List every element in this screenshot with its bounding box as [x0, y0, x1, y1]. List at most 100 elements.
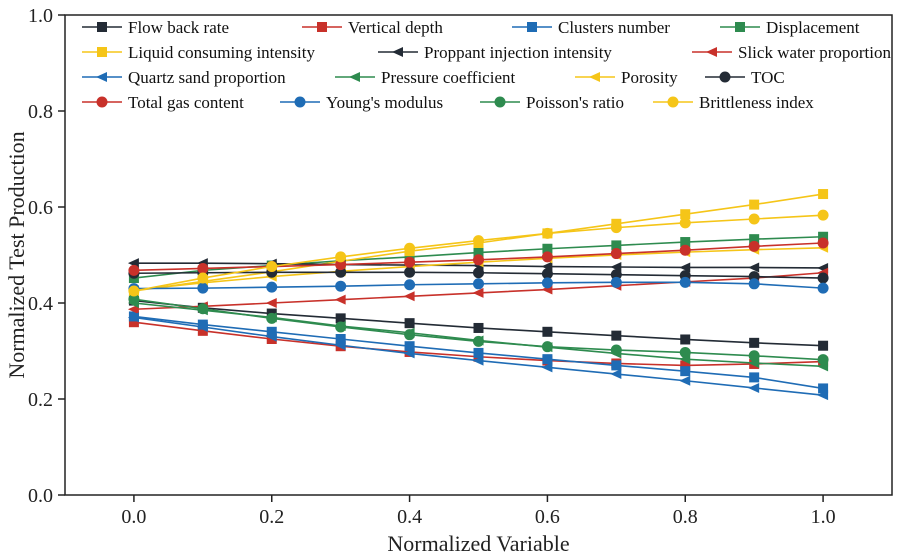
legend-label: TOC	[751, 68, 785, 87]
legend-marker	[706, 47, 717, 57]
legend-marker	[294, 96, 306, 108]
legend-item: Flow back rate	[82, 18, 229, 37]
data-point	[404, 279, 416, 291]
series-quartz-sand-proportion	[127, 312, 829, 401]
data-point	[679, 346, 691, 358]
data-point	[128, 317, 139, 328]
legend-item: Quartz sand proportion	[82, 68, 286, 87]
data-point	[817, 354, 829, 366]
legend-marker	[527, 22, 537, 32]
data-point	[473, 278, 484, 290]
data-point	[404, 341, 415, 352]
data-point	[817, 272, 829, 284]
data-point	[473, 267, 484, 279]
data-point	[818, 231, 829, 242]
data-point	[266, 261, 278, 273]
data-point	[197, 282, 209, 294]
x-tick-label: 0.0	[121, 506, 146, 528]
data-point	[610, 344, 622, 356]
data-point	[611, 240, 622, 251]
data-point	[749, 234, 760, 245]
data-point	[266, 326, 277, 337]
data-point	[817, 209, 829, 221]
data-point	[542, 326, 553, 337]
data-point	[403, 291, 415, 302]
data-point	[749, 372, 760, 383]
data-point	[404, 266, 416, 278]
y-tick-label: 0.4	[28, 293, 53, 315]
series-poisson-s-ratio	[128, 293, 829, 366]
legend-label: Poisson's ratio	[526, 93, 624, 112]
data-point	[473, 235, 484, 247]
legend-label: Vertical depth	[348, 18, 443, 37]
data-point	[335, 280, 347, 292]
data-point	[128, 285, 140, 297]
legend-marker	[96, 96, 108, 108]
legend-item: Clusters number	[512, 18, 670, 37]
legend-item: Slick water proportion	[692, 43, 891, 62]
legend-item: Total gas content	[82, 93, 244, 112]
data-point	[610, 222, 622, 234]
data-point	[818, 383, 829, 394]
y-tick-label: 0.0	[28, 485, 53, 507]
legend-label: Young's modulus	[326, 93, 443, 112]
legend: Flow back rate Vertical depth Clusters num…	[82, 18, 891, 112]
data-point	[818, 340, 829, 351]
legend-marker	[97, 22, 107, 32]
legend-label: Liquid consuming intensity	[128, 43, 315, 62]
legend-item: Proppant injection intensity	[378, 43, 612, 62]
data-point	[404, 329, 416, 341]
data-point	[472, 355, 484, 366]
data-point	[610, 276, 622, 288]
data-point	[817, 282, 829, 294]
data-point	[610, 369, 622, 380]
data-point	[403, 348, 415, 359]
y-axis-title: Normalized Test Production	[4, 131, 29, 378]
series-layer	[127, 189, 829, 401]
legend-label: Porosity	[621, 68, 678, 87]
legend-item: TOC	[705, 68, 785, 87]
data-point	[541, 227, 553, 239]
data-point	[541, 277, 553, 289]
legend-label: Brittleness index	[699, 93, 814, 112]
y-tick-label: 0.8	[28, 101, 53, 123]
data-point	[680, 366, 691, 377]
data-point	[679, 276, 691, 288]
data-point	[404, 318, 415, 329]
data-point	[473, 247, 484, 258]
legend-item: Vertical depth	[302, 18, 443, 37]
series-young-s-modulus	[128, 276, 829, 295]
y-tick-label: 0.2	[28, 389, 53, 411]
legend-label: Total gas content	[128, 93, 244, 112]
legend-item: Pressure coefficient	[335, 68, 515, 87]
data-point	[541, 251, 553, 263]
axes-layer: 0.0 0.2 0.4 0.6 0.8 1.0 0.0 0.2 0.4 0.6 0.8 1.0	[28, 5, 836, 528]
series-clusters-number	[128, 311, 829, 394]
data-point	[817, 237, 829, 249]
legend-label: Slick water proportion	[738, 43, 891, 62]
data-point	[679, 217, 691, 229]
x-tick-label: 0.8	[673, 506, 698, 528]
data-point	[127, 312, 139, 323]
data-point	[680, 334, 691, 345]
data-point	[748, 278, 760, 290]
data-point	[404, 256, 416, 268]
data-point	[679, 244, 691, 256]
legend-marker	[589, 72, 600, 82]
x-tick-label: 0.6	[535, 506, 560, 528]
data-point	[680, 360, 691, 371]
legend-label: Clusters number	[558, 18, 670, 37]
x-axis-title: Normalized Variable	[387, 531, 569, 556]
legend-item: Porosity	[575, 68, 678, 87]
data-point	[680, 237, 691, 248]
data-point	[197, 303, 209, 315]
legend-marker	[735, 22, 745, 32]
data-point	[541, 268, 553, 280]
data-point	[265, 298, 277, 308]
legend-item: Liquid consuming intensity	[82, 43, 315, 62]
legend-marker	[494, 96, 506, 108]
plot-border	[64, 14, 893, 496]
data-point	[748, 262, 760, 273]
data-point	[611, 360, 622, 371]
